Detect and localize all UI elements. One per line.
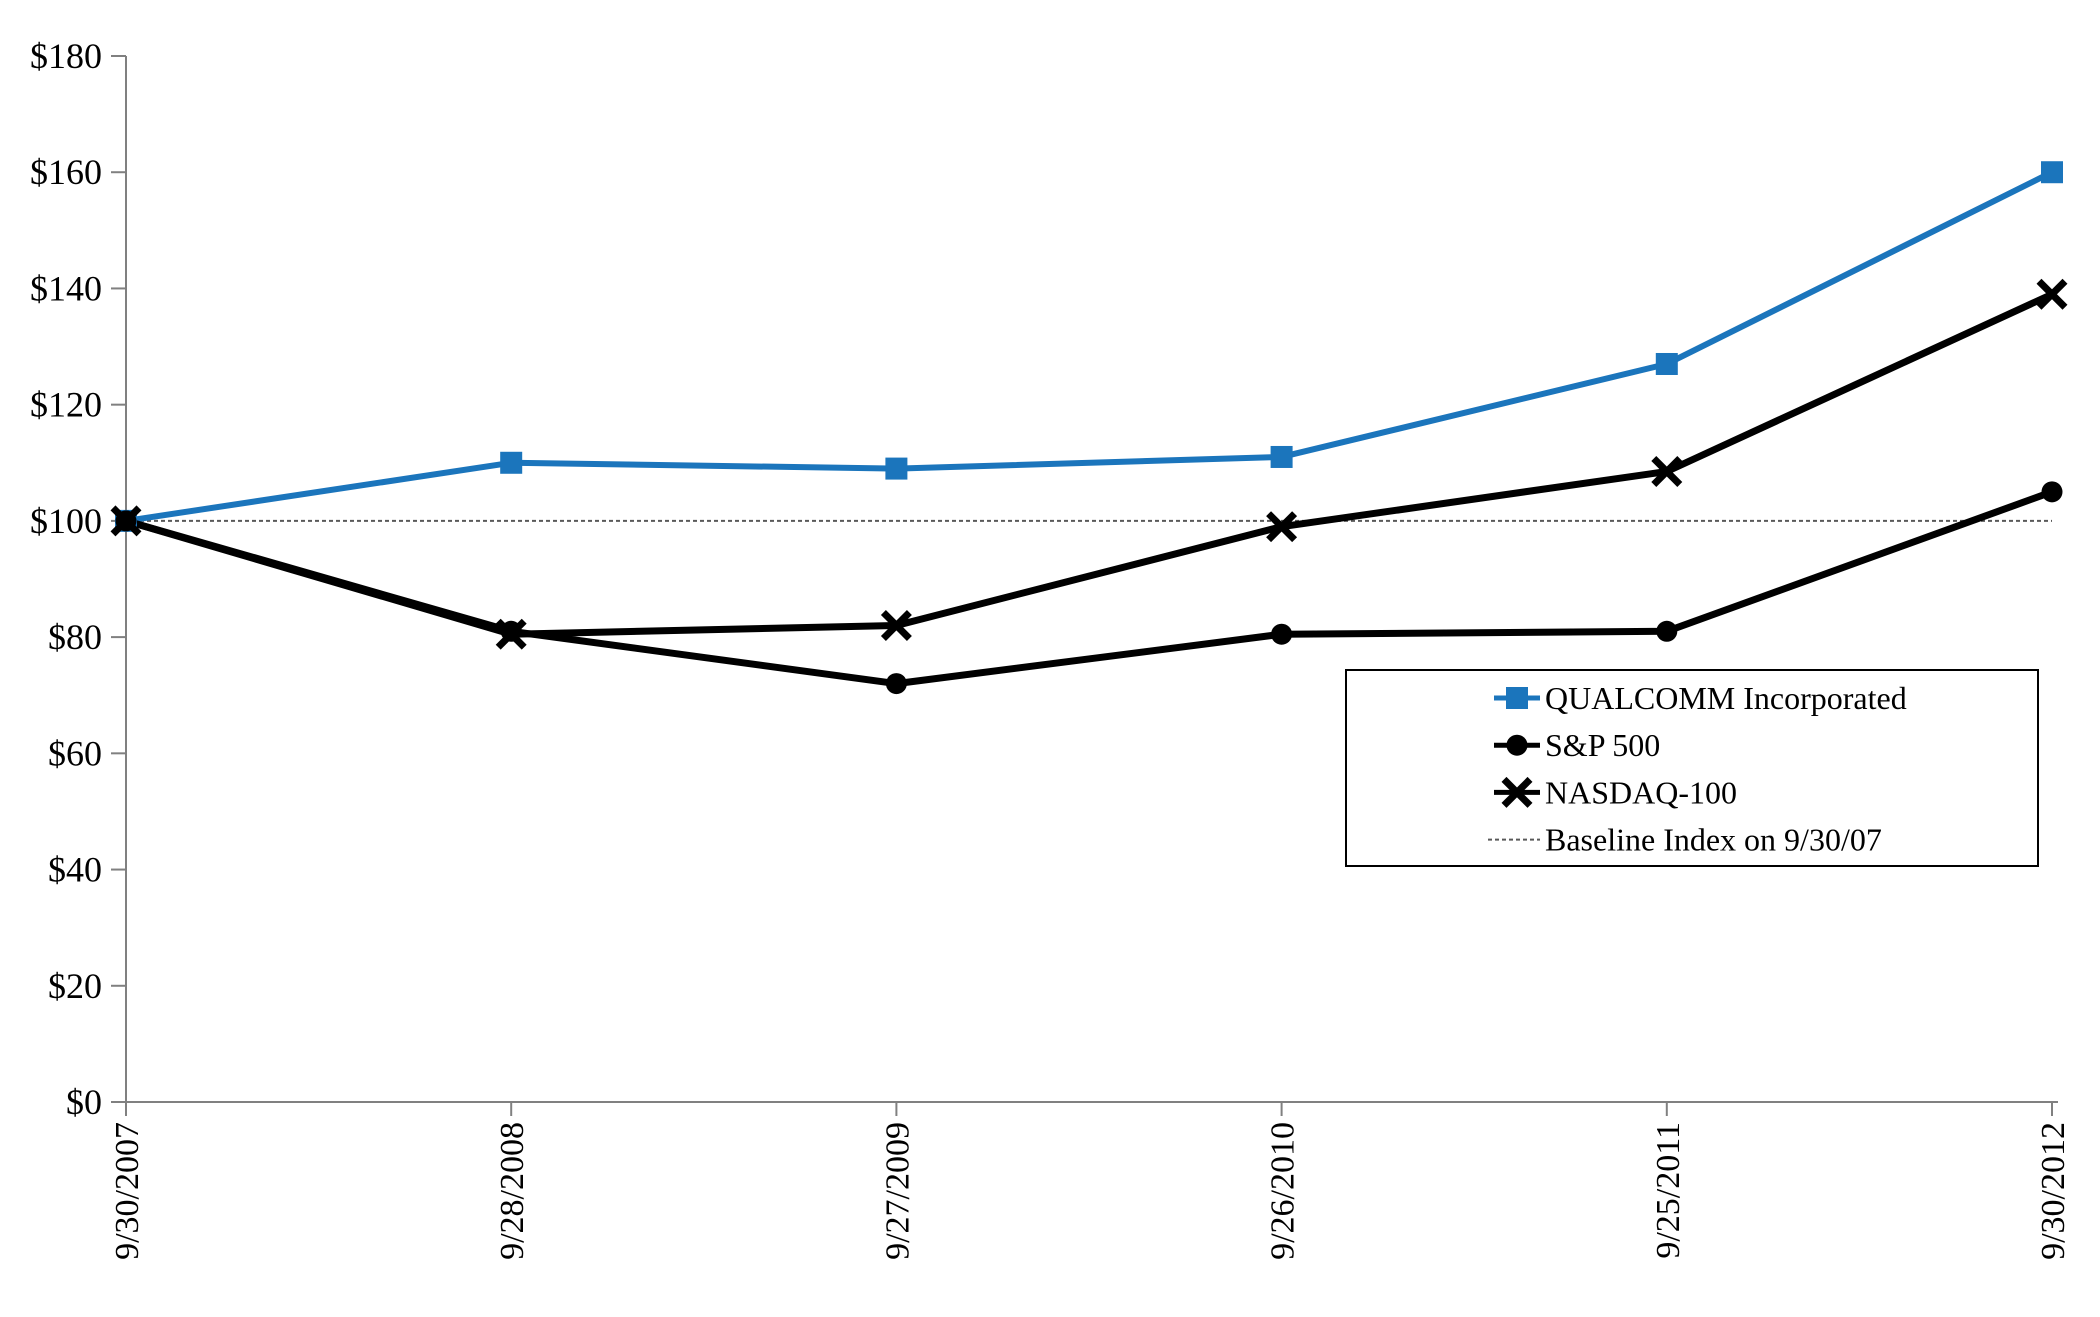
- y-axis-tick-label: $160: [30, 152, 102, 192]
- y-axis-tick-label: $80: [48, 617, 102, 657]
- x-axis-tick-label: 9/28/2008: [494, 1122, 531, 1260]
- y-axis-tick-label: $120: [30, 385, 102, 425]
- legend-box: [1345, 669, 2039, 867]
- y-axis-tick-label: $180: [30, 36, 102, 76]
- series-line-qualcomm: [125, 169, 2054, 524]
- data-marker-qualcomm: [2041, 161, 2063, 184]
- y-axis-tick-label: $60: [48, 733, 102, 773]
- legend-item: QUALCOMM Incorporated: [1494, 680, 1907, 716]
- data-marker-qualcomm: [1655, 352, 1678, 375]
- legend-label: QUALCOMM Incorporated: [1545, 680, 1907, 716]
- y-axis-tick-label: $40: [48, 850, 102, 890]
- y-axis-tick-label: $0: [66, 1082, 102, 1122]
- x-axis-tick-label: 9/30/2012: [2035, 1122, 2072, 1260]
- data-marker-nasdaq100: [495, 618, 527, 650]
- legend-marker-sp500: [1506, 734, 1528, 756]
- legend-item: NASDAQ-100: [1494, 774, 1737, 810]
- y-axis-tick-label: $20: [48, 966, 102, 1006]
- data-marker-sp500: [1656, 620, 1678, 642]
- legend-item: Baseline Index on 9/30/07: [1488, 822, 1882, 858]
- legend-marker-nasdaq100: [1501, 776, 1533, 808]
- y-axis-tick-label: $100: [30, 501, 102, 541]
- data-marker-qualcomm: [500, 451, 523, 474]
- legend-marker-qualcomm: [1506, 687, 1528, 709]
- legend: QUALCOMM Incorporated S&P 500 NASDAQ-100 Ba…: [1345, 669, 2039, 867]
- data-marker-sp500: [885, 673, 907, 695]
- data-marker-nasdaq100: [1651, 456, 1683, 487]
- y-axis-tick-label: $140: [30, 268, 102, 308]
- data-marker-sp500: [1271, 623, 1293, 645]
- data-marker-qualcomm: [885, 457, 908, 480]
- series-line-nasdaq100: [125, 291, 2054, 638]
- data-marker-sp500: [2041, 481, 2063, 503]
- x-axis-tick-label: 9/27/2009: [879, 1122, 916, 1260]
- data-marker-nasdaq100: [1266, 511, 1298, 543]
- data-marker-nasdaq100: [110, 505, 142, 537]
- data-marker-nasdaq100: [2036, 278, 2068, 310]
- x-axis-tick-label: 9/30/2007: [109, 1122, 146, 1260]
- data-marker-nasdaq100: [880, 610, 912, 641]
- legend-label: NASDAQ-100: [1545, 774, 1737, 810]
- data-marker-qualcomm: [1270, 445, 1293, 468]
- legend-label: Baseline Index on 9/30/07: [1545, 822, 1882, 858]
- legend-label: S&P 500: [1545, 727, 1660, 763]
- x-axis-tick-label: 9/26/2010: [1265, 1122, 1302, 1260]
- x-axis-tick-label: 9/25/2011: [1650, 1122, 1687, 1259]
- legend-item: S&P 500: [1494, 727, 1660, 763]
